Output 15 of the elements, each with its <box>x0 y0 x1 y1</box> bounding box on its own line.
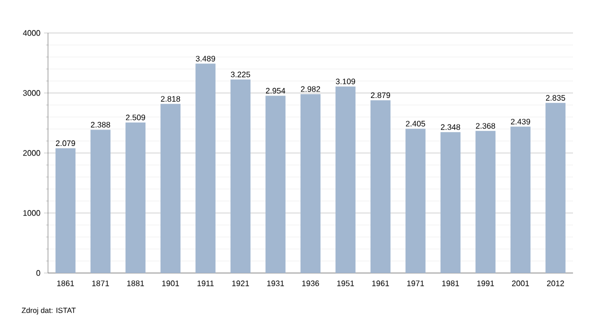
bar <box>126 122 146 273</box>
bar <box>476 130 496 273</box>
bar <box>196 64 216 273</box>
bar <box>90 130 110 273</box>
bar <box>160 104 180 273</box>
bar <box>510 126 531 273</box>
bar <box>56 148 76 273</box>
bar <box>440 132 461 273</box>
bar <box>546 102 566 273</box>
bar <box>336 86 356 273</box>
bar <box>406 128 426 273</box>
bar <box>370 100 391 273</box>
bar <box>230 79 251 273</box>
bar <box>300 94 321 273</box>
bar <box>266 96 286 273</box>
